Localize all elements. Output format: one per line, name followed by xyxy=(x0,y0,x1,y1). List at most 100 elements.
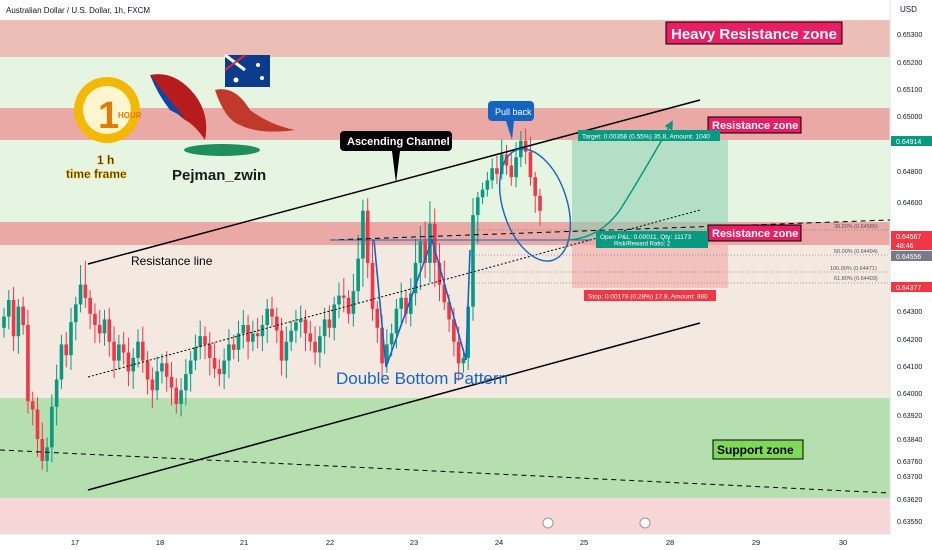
candle-body xyxy=(361,210,365,259)
y-tick-label: 0.63920 xyxy=(897,413,922,420)
y-tick-label: 0.63700 xyxy=(897,474,922,481)
candle-body xyxy=(408,293,413,314)
price-tag-bg xyxy=(891,282,932,292)
target-box[interactable] xyxy=(572,140,728,240)
pull-back-label: Pull back xyxy=(495,107,532,117)
candle-body xyxy=(385,344,389,364)
flag-cross-icon-2 xyxy=(224,54,246,71)
x-tick-label: 28 xyxy=(666,538,674,547)
candle-body xyxy=(365,210,370,263)
candle-body xyxy=(485,180,490,190)
resistance-lower-label-box: Resistance zone xyxy=(707,224,802,242)
candle-body xyxy=(303,319,308,334)
y-tick-label: 0.63550 xyxy=(897,519,922,526)
candle-body xyxy=(332,304,337,328)
candle-body xyxy=(423,241,427,263)
double-bottom-pattern-line[interactable] xyxy=(373,237,471,368)
x-tick-label: 24 xyxy=(495,538,503,547)
candle-body xyxy=(341,295,346,298)
candle-body xyxy=(174,387,179,404)
timeframe-line2: time frame xyxy=(66,167,127,181)
candle-body xyxy=(389,333,394,345)
candle-body xyxy=(212,357,217,369)
heavy-resistance-label-box: Heavy Resistance zone xyxy=(665,21,843,45)
candle-body xyxy=(356,258,360,292)
price-tag-bg xyxy=(891,240,932,250)
candle-body xyxy=(260,325,265,337)
candle-body xyxy=(514,157,518,178)
candle-body xyxy=(284,341,289,361)
long-term-dashed-line[interactable] xyxy=(0,449,891,494)
candle-body xyxy=(140,341,145,361)
candle-body xyxy=(447,302,451,320)
candle-body xyxy=(432,223,437,263)
candle-body xyxy=(475,197,480,216)
price-tag-label: 0.64914 xyxy=(896,139,921,146)
candle-body xyxy=(222,360,226,375)
candle-body xyxy=(313,341,317,353)
candle-body xyxy=(73,304,78,323)
fib-level-label: 61.80% (0.64403) xyxy=(834,276,878,282)
y-tick-label: 0.65300 xyxy=(897,32,922,39)
candle-body xyxy=(126,352,131,372)
price-tag-bg xyxy=(891,136,932,146)
candle-body xyxy=(40,439,45,461)
hour-badge-digit: 1 xyxy=(98,95,119,137)
candle-body xyxy=(533,177,538,196)
candle-body xyxy=(83,284,88,298)
candle-body xyxy=(318,336,322,353)
y-tick-label: 0.63840 xyxy=(897,437,922,444)
fib-level-label: 38.20% (0.64585) xyxy=(834,224,878,230)
currency-label: USD xyxy=(900,5,917,14)
pull-back-ellipse[interactable] xyxy=(487,140,584,270)
candle-body xyxy=(131,357,136,372)
x-tick-label: 29 xyxy=(752,538,760,547)
candle-body xyxy=(274,316,279,331)
candle-body xyxy=(6,300,11,317)
projection-arrow[interactable] xyxy=(567,120,673,241)
candle-body xyxy=(322,319,327,337)
candle-body xyxy=(136,341,140,358)
candle-body xyxy=(251,333,255,342)
candle-body xyxy=(88,297,92,314)
open-pl-label-box: Open P&L: 0.00011, Qty: 11173 Risk/Rewar… xyxy=(596,231,708,248)
channel-upper-line[interactable] xyxy=(87,99,701,265)
channel-lower-line[interactable] xyxy=(87,322,701,491)
target-label: Target: 0.00358 (0.55%) 35.8, Amount: 10… xyxy=(582,134,710,141)
price-axis xyxy=(890,0,932,550)
candle-body xyxy=(160,363,164,372)
event-flag-icon[interactable] xyxy=(542,517,554,529)
support-label-box: Support zone xyxy=(712,439,804,460)
y-tick-label: 0.63620 xyxy=(897,497,922,504)
candle-body xyxy=(327,319,332,328)
candle-body xyxy=(270,308,274,317)
candle-body xyxy=(150,379,155,391)
y-axis-ticks: 0.65300 0.65200 0.65100 0.65000 0.64800 0.646… xyxy=(897,32,922,526)
candle-body xyxy=(21,306,25,325)
candle-body xyxy=(102,319,107,334)
candle-body xyxy=(428,223,432,263)
candle-body xyxy=(164,363,169,377)
fib-labels: 38.20% (0.64585) 50.00% (0.64494) 100.00% … xyxy=(830,224,878,282)
resistance-upper-label: Resistance zone xyxy=(712,120,798,132)
flag-star-icon xyxy=(256,63,260,67)
x-tick-label: 23 xyxy=(410,538,418,547)
candle-body xyxy=(217,368,222,375)
event-flag-icon-2[interactable] xyxy=(639,517,651,529)
candle-body xyxy=(490,168,494,181)
candle-body xyxy=(461,357,466,364)
resistance-dashed-line[interactable] xyxy=(329,219,891,241)
price-tag-label: 0.64556 xyxy=(896,254,921,261)
candle-body xyxy=(184,374,188,391)
candle-body xyxy=(78,284,83,305)
candle-body xyxy=(346,297,351,314)
candle-body xyxy=(97,325,102,334)
candle-body xyxy=(279,330,284,361)
x-tick-label: 22 xyxy=(326,538,334,547)
target-label-box: Target: 0.00358 (0.55%) 35.8, Amount: 10… xyxy=(578,130,720,141)
fib-level-label: 50.00% (0.64494) xyxy=(834,249,878,255)
candle-body xyxy=(418,241,423,263)
candle-body xyxy=(437,262,442,285)
candle-body xyxy=(93,313,97,325)
